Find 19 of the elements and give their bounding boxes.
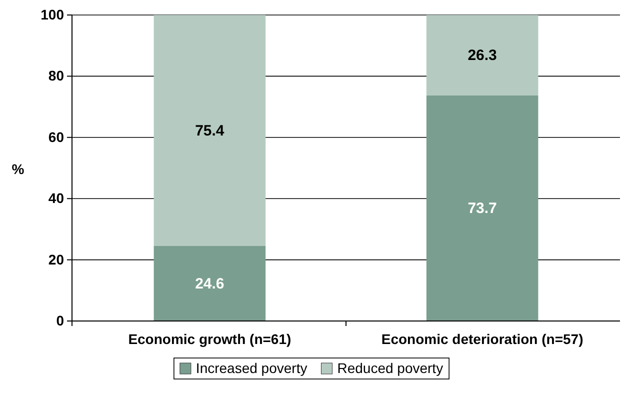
bar bbox=[426, 15, 538, 96]
x-tick-label: Economic growth (n=61) bbox=[128, 331, 292, 347]
legend-label: Reduced poverty bbox=[337, 360, 444, 376]
bar bbox=[426, 95, 538, 321]
y-tick-label: 0 bbox=[56, 312, 64, 328]
data-label: 73.7 bbox=[468, 200, 497, 218]
x-tick-label: Economic deterioration (n=57) bbox=[381, 331, 584, 347]
y-tick-label: 40 bbox=[48, 190, 64, 206]
y-axis-title: % bbox=[12, 161, 25, 177]
y-tick-label: 60 bbox=[48, 128, 64, 145]
data-label: 24.6 bbox=[195, 275, 224, 292]
y-tick-label: 100 bbox=[40, 6, 64, 22]
bar bbox=[154, 15, 266, 246]
data-label: 26.3 bbox=[468, 47, 497, 64]
bar bbox=[154, 246, 266, 321]
data-label: 75.4 bbox=[195, 122, 225, 140]
y-tick-label: 80 bbox=[48, 68, 64, 84]
legend-label: Increased poverty bbox=[196, 360, 308, 376]
y-tick-label: 20 bbox=[48, 251, 64, 268]
